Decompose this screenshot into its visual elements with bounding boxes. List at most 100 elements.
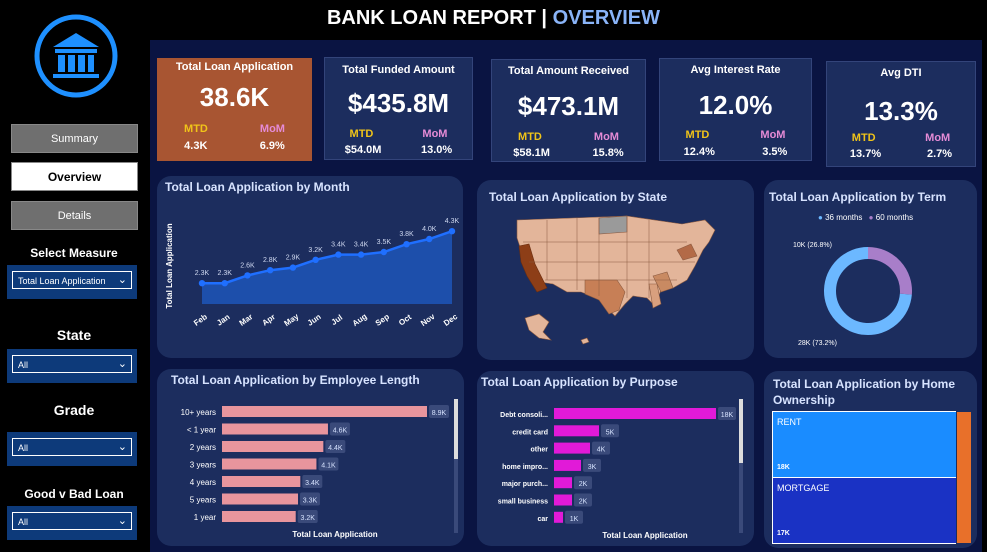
select-measure-label: Select Measure	[30, 246, 118, 260]
treemap-mortgage[interactable]: MORTGAGE 17K	[773, 478, 956, 543]
bar-label-bg	[565, 510, 583, 524]
measure-select[interactable]: Total Loan Application ⌄	[7, 265, 137, 299]
bar-value-label: 4.1K	[321, 463, 336, 470]
good-bad-select-value: All	[18, 517, 29, 527]
month-tick-label: Jul	[330, 313, 345, 327]
rent-label: RENT	[777, 417, 802, 427]
kpi-mtd-label: MTD	[685, 129, 710, 141]
bar-value-label: 4.6K	[333, 428, 348, 435]
grade-select[interactable]: All ⌄	[7, 432, 137, 466]
bar-value-label: 3.2K	[301, 515, 316, 522]
month-tick-label: Oct	[397, 312, 413, 327]
kpi-mom-label: MoM	[925, 132, 951, 144]
month-tick-label: Mar	[238, 312, 255, 328]
state-map-card: Total Loan Application by State	[477, 180, 754, 360]
emp-xlabel: Total Loan Application	[292, 530, 377, 539]
bar-category-label: 2 years	[190, 443, 216, 452]
purpose-chart-card: Total Loan Application by Purpose Total …	[477, 371, 754, 546]
legend-dot-36: ●	[818, 213, 823, 222]
legend-60-months: 60 months	[875, 213, 914, 222]
kpi-mom-value: 13.0%	[421, 144, 453, 156]
kpi-mtd-label: MTD	[349, 128, 374, 140]
alaska-shape	[524, 313, 552, 341]
term-legend: ● 36 months ● 60 months	[818, 213, 913, 222]
bar	[554, 477, 572, 489]
state-map-title: Total Loan Application by State	[489, 190, 668, 204]
treemap-rent[interactable]: RENT 18K	[773, 412, 956, 477]
bar	[554, 408, 716, 419]
bar-value-label: 3.4K	[305, 480, 320, 487]
bar	[222, 423, 328, 435]
bar	[222, 493, 299, 505]
nav-overview-button[interactable]: Overview	[11, 162, 138, 191]
rent-value: 18K	[777, 464, 790, 471]
title-accent: OVERVIEW	[552, 7, 661, 29]
kpi-value: $473.1M	[517, 91, 620, 121]
chevron-down-icon: ⌄	[117, 358, 127, 370]
bar	[222, 511, 296, 522]
donut-label-36: 28K (73.2%)	[798, 340, 837, 347]
bar	[222, 458, 317, 470]
month-data-label: 2.3K	[195, 270, 210, 277]
month-point	[221, 280, 228, 287]
bar	[554, 494, 572, 506]
bar	[222, 476, 301, 487]
bar-value-label: 5K	[606, 429, 615, 436]
bar-label-bg	[318, 457, 339, 471]
bar-label-bg	[592, 441, 610, 455]
good-bad-loan-select[interactable]: All ⌄	[7, 506, 137, 540]
bar-value-label: 3K	[588, 464, 597, 471]
chevron-down-icon: ⌄	[117, 274, 127, 286]
bar-value-label: 1K	[570, 516, 579, 523]
bar-category-label: other	[531, 447, 549, 454]
month-data-label: 2.3K	[218, 270, 233, 277]
state-select[interactable]: All ⌄	[7, 349, 137, 383]
month-data-label: 4.0K	[422, 226, 437, 233]
bar-category-label: home impro...	[502, 464, 548, 471]
month-data-label: 3.8K	[399, 231, 414, 238]
kpi-label: Avg Interest Rate	[690, 64, 781, 76]
kpi-label: Total Amount Received	[507, 65, 630, 77]
bar	[222, 441, 324, 452]
month-data-label: 4.3K	[445, 218, 460, 225]
kpi-value: $435.8M	[347, 88, 450, 118]
purpose-chart: Total Loan Application Debt consoli... 18…	[498, 399, 743, 540]
nav-summary-button[interactable]: Summary	[11, 124, 138, 153]
bar-label-bg	[718, 407, 736, 420]
term-chart-card: Total Loan Application by Term ● 36 mont…	[764, 180, 977, 358]
bar-value-label: 3.3K	[303, 498, 318, 505]
kpi-label: Total Funded Amount	[342, 64, 455, 76]
month-tick-label: Feb	[192, 312, 209, 328]
donut-label-60: 10K (26.8%)	[793, 242, 832, 249]
month-data-label: 2.9K	[286, 255, 301, 262]
measure-select-value: Total Loan Application	[18, 276, 106, 286]
emp-chart: Total Loan Application 10+ years 8.9K < 1 …	[181, 399, 458, 539]
emp-chart-title: Total Loan Application by Employee Lengt…	[171, 373, 420, 387]
purpose-xlabel: Total Loan Application	[602, 531, 687, 540]
kpi-mtd-value: 13.7%	[849, 148, 882, 160]
month-data-label: 3.4K	[354, 242, 369, 249]
bar-label-bg	[574, 476, 592, 490]
usa-mainland	[516, 215, 716, 317]
month-data-label: 3.5K	[377, 239, 392, 246]
month-point	[289, 264, 297, 271]
emp-scrollbar-thumb[interactable]	[454, 399, 458, 459]
bar	[554, 425, 599, 437]
bar-label-bg	[300, 492, 321, 506]
emp-scrollbar[interactable]	[454, 399, 458, 533]
month-point	[380, 248, 388, 256]
state-label: State	[56, 327, 92, 343]
bar-category-label: major purch...	[502, 481, 548, 488]
bar-label-bg	[429, 405, 449, 418]
bar-category-label: 3 years	[190, 461, 216, 470]
nav-details-button[interactable]: Details	[11, 201, 138, 230]
treemap-other[interactable]	[957, 412, 971, 543]
purpose-scrollbar[interactable]	[739, 399, 743, 533]
purpose-scrollbar-thumb[interactable]	[739, 399, 743, 463]
state-select-value: All	[18, 360, 29, 370]
home-treemap: RENT 18K MORTGAGE 17K	[772, 411, 971, 544]
bar-category-label: < 1 year	[187, 426, 216, 435]
month-data-label: 3.2K	[308, 247, 323, 254]
month-tick-label: Apr	[261, 312, 277, 327]
bar-label-bg	[329, 422, 350, 436]
